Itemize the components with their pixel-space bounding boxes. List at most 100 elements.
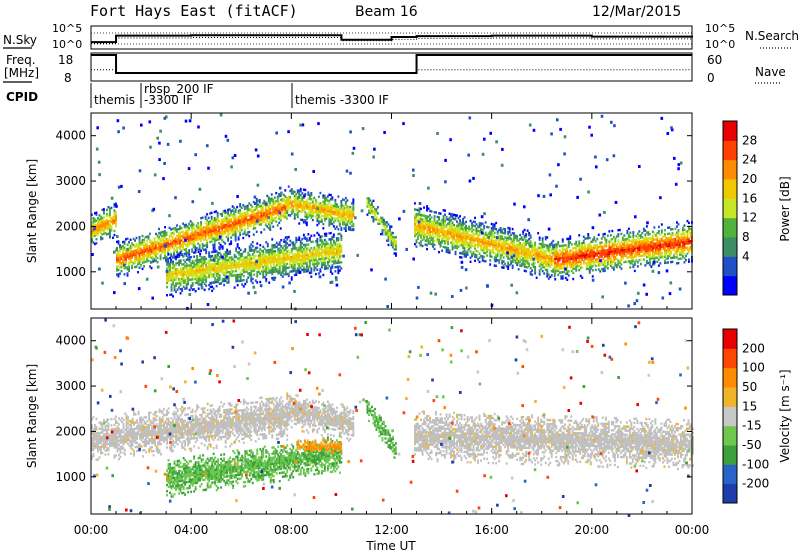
data-cell [199,268,202,272]
data-cell [202,270,205,273]
data-cell [206,233,209,236]
data-cell [186,241,189,244]
data-cell [95,219,98,222]
data-cell [322,227,325,230]
data-cell [173,256,176,259]
data-cell [146,249,148,253]
data-cell [201,228,204,232]
data-cell [117,275,120,278]
data-cell [227,225,230,228]
data-cell [224,217,227,221]
data-cell [176,268,179,271]
data-cell [270,197,273,200]
data-cell [325,207,328,210]
data-cell [156,252,159,256]
data-cell [109,227,111,231]
data-cell [326,213,329,217]
data-cell [253,251,256,254]
data-cell [349,212,352,215]
data-cell [199,252,202,255]
data-cell [316,209,319,212]
data-cell [144,254,147,257]
data-cell [296,211,299,215]
data-cell [119,250,121,253]
data-cell [176,248,178,252]
data-cell [143,252,145,256]
data-cell [200,237,203,240]
data-cell [274,250,277,253]
data-cell [183,226,186,229]
data-cell [203,282,206,285]
data-cell [177,242,180,245]
data-cell [106,225,108,228]
data-cell [212,273,215,276]
data-cell [222,232,225,235]
data-cell [179,259,182,262]
data-cell [305,213,308,216]
data-cell [245,219,248,222]
data-cell [183,236,186,239]
data-cell [173,276,176,279]
data-cell [350,202,353,205]
data-cell [212,287,215,290]
data-cell [240,220,243,224]
data-cell [262,266,265,269]
data-cell [123,260,126,264]
data-cell [223,283,226,287]
data-cell [227,229,230,232]
data-cell [281,261,284,264]
data-cell [264,213,267,216]
data-cell [200,272,203,276]
data-cell [188,264,191,267]
data-cell [95,229,98,233]
data-cell [251,209,254,212]
data-cell [236,277,239,281]
data-cell [316,215,319,219]
data-cell [188,268,191,271]
data-cell [190,262,193,265]
data-cell [92,223,95,226]
data-cell [191,259,194,263]
data-cell [189,242,192,246]
data-cell [101,216,104,220]
data-cell [194,235,197,238]
data-cell [159,258,162,261]
data-cell [101,218,104,222]
data-cell [264,201,267,204]
data-cell [271,238,274,241]
data-cell [230,230,233,233]
data-cell [146,251,148,255]
data-cell [120,265,123,269]
data-cell [304,203,307,206]
data-cell [181,263,184,266]
data-cell [188,249,191,252]
data-cell [170,273,173,276]
data-cell [140,264,142,267]
data-cell [217,280,220,283]
data-cell [104,225,107,229]
data-cell [611,238,614,241]
data-cell [469,250,472,253]
data-cell [253,273,256,276]
data-cell [256,262,259,266]
data-cell [176,274,179,277]
data-cell [141,239,144,242]
data-cell [182,259,185,262]
data-cell [213,239,216,242]
data-cell [283,238,286,241]
data-cell [575,240,578,244]
data-cell [280,263,283,266]
data-cell [167,275,170,278]
data-cell [261,216,264,219]
data-cell [212,275,215,278]
data-cell [185,244,188,247]
data-cell [278,249,281,252]
data-cell [186,239,189,242]
data-cell [272,205,275,208]
data-cell [335,207,338,210]
data-cell [206,265,209,269]
data-cell [188,251,191,254]
data-cell [284,254,287,258]
data-cell [250,273,253,277]
data-cell [286,205,289,208]
